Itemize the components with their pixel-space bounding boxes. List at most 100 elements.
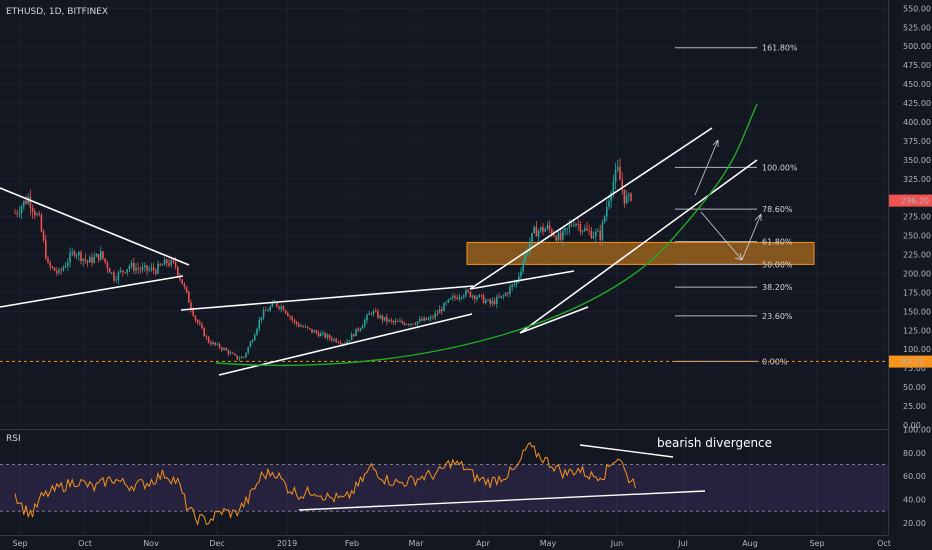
candle-body [119,270,122,273]
candle-body [372,311,375,314]
channel-upper [469,127,713,290]
time-tick-9: Jun [610,539,624,548]
channel-support-long [519,159,758,334]
candle-body [617,166,619,171]
candle-body [287,312,289,317]
candle-body [148,269,150,271]
price-tick-8: 350.00 [903,156,931,165]
candle-body [300,326,302,327]
candle-body [456,297,458,300]
candle-body [339,342,342,344]
candle-body [425,317,428,320]
price-axis: 550.00 525.00 500.00 475.00 450.00 425.00 400.… [889,0,932,550]
candle-body [480,294,483,296]
candle-body [216,343,219,345]
candle-body [42,231,45,241]
trendline-support-1 [0,275,184,308]
rsi-band [0,464,888,512]
candle-body [67,262,69,267]
price-label-0: 296.20 [901,197,929,206]
candle-body [606,206,608,217]
candle-body [513,283,516,285]
candle-body [278,306,280,309]
candle-body [476,297,478,300]
candle-body [31,207,34,212]
candle-body [430,317,432,319]
candle-body [423,317,425,321]
candle-body [500,295,502,298]
price-tick-2: 500.00 [903,42,931,51]
candle-body [181,279,183,285]
price-tick-18: 100.00 [903,345,931,354]
candle-body [522,262,524,272]
price-tick-9: 325.00 [903,175,931,184]
rsi-support-line [298,490,706,511]
price-tick-0: 550.00 [903,4,931,13]
candle-body [566,228,568,229]
arrow-head-c [734,257,743,261]
candle-body [350,334,353,341]
candle-body [458,297,461,300]
candle-body [427,318,430,320]
candle-body [515,280,518,284]
candle-body [610,192,612,201]
candle-body [212,342,214,345]
candle-body [394,321,397,323]
candle-body [130,262,133,267]
fib-label-3: 61.80% [762,238,793,247]
candle-body [238,358,241,360]
candle-body [469,291,472,298]
candle-body [570,224,573,226]
candle-body [201,324,203,328]
bearish-divergence-label: bearish divergence [657,436,772,450]
price-tick-17: 125.00 [903,326,931,335]
candle-body [146,265,148,271]
fib-levels: 161.80% 100.00% 78.60% 61.80% 50.00% 38.20% 23… [0,44,888,366]
candle-body [111,272,113,274]
candle-body [36,213,38,216]
candle-body [379,315,381,318]
price-label-bg-0 [889,194,932,207]
candle-body [502,295,505,297]
candle-body [170,260,172,266]
candle-body [612,181,615,193]
candle-body [478,294,480,298]
price-tick-11: 275.00 [903,213,931,222]
candle-body [595,231,597,237]
candle-body [49,262,51,267]
candle-body [93,256,95,263]
candle-body [548,225,551,230]
candle-body [128,266,131,270]
candle-body [533,226,535,233]
candle-body [568,224,571,229]
candle-body [403,322,406,325]
candle-body [64,266,67,268]
candle-body [97,253,100,260]
time-tick-6: Mar [408,539,424,548]
candle-body [265,310,267,311]
candle-body [460,297,463,299]
candle-body [102,251,104,259]
candle-body [304,326,307,328]
candle-body [390,319,392,321]
candle-body [267,310,269,312]
candle-body [23,200,25,207]
candle-body [333,338,335,341]
time-tick-7: Apr [476,539,491,548]
candle-body [225,348,227,351]
candle-body [183,284,186,287]
candle-body [108,268,111,273]
candle-body [377,311,379,318]
candle-body [507,293,509,294]
candle-body [493,300,496,305]
candle-body [416,321,419,325]
candle-body [320,333,322,337]
candle-body [185,286,188,292]
candle-body [214,342,216,345]
candle-body [399,321,401,322]
candle-body [368,313,370,315]
candle-body [269,306,271,311]
candle-body [73,251,76,256]
candle-body [177,266,179,276]
